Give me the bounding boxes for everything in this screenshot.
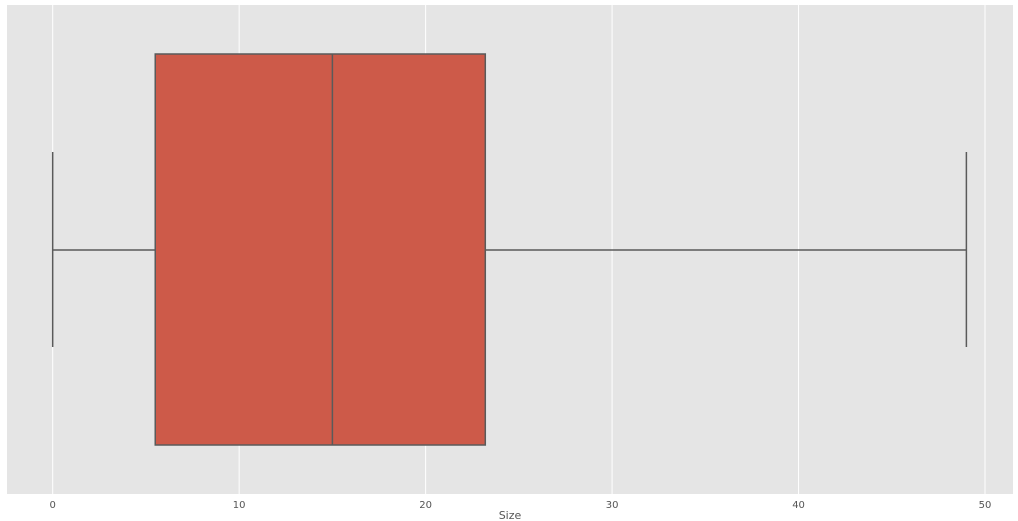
x-tick-label: 40	[792, 500, 805, 511]
x-tick-label: 30	[606, 500, 619, 511]
iqr-box	[154, 53, 487, 446]
x-axis-ticks: 0 10 20 30 40 50	[49, 500, 991, 511]
box-group	[51, 53, 968, 446]
x-axis-label: Size	[499, 509, 522, 521]
x-tick-label: 10	[233, 500, 246, 511]
x-tick-label: 20	[419, 500, 432, 511]
x-tick-label: 0	[49, 500, 55, 511]
x-tick-label: 50	[979, 500, 992, 511]
